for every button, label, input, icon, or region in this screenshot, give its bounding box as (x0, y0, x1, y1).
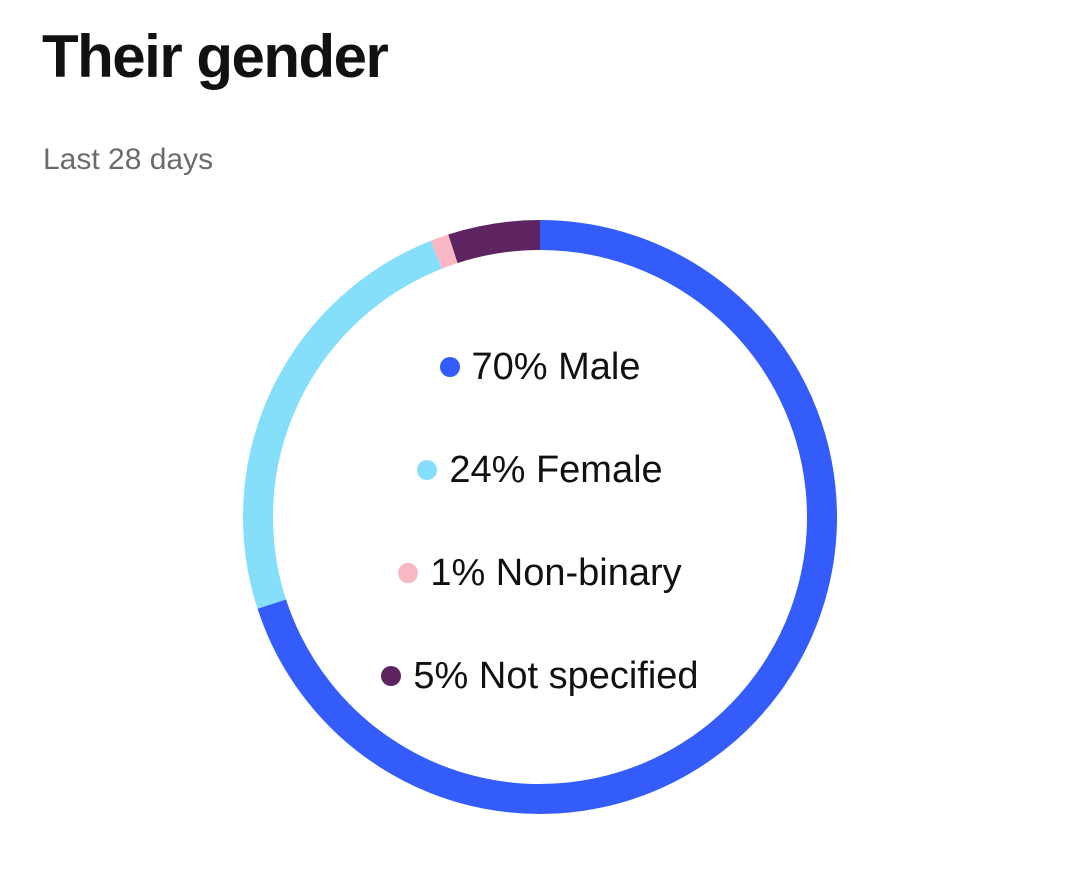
female-color-dot (417, 460, 438, 480)
donut-slices (243, 220, 837, 814)
legend-item-male: 70% Male (439, 325, 641, 409)
legend-item-female: 24% Female (417, 428, 663, 512)
male-color-dot (439, 357, 460, 377)
legend-label-not-specified: 5% Not specified (413, 654, 699, 697)
non-binary-color-dot (398, 563, 419, 583)
donut-slice-not-specified (448, 220, 541, 264)
donut-slice-non-binary (430, 234, 458, 269)
legend-item-not-specified: 5% Not specified (381, 634, 699, 718)
chart-title: Their gender (42, 23, 389, 90)
legend-label-female: 24% Female (449, 448, 663, 491)
legend-label-male: 70% Male (471, 345, 641, 388)
not-specified-color-dot (381, 666, 402, 686)
legend-label-non-binary: 1% Non-binary (430, 551, 682, 594)
donut-slice-female (243, 240, 442, 609)
chart-subtitle: Last 28 days (43, 143, 214, 176)
legend-item-non-binary: 1% Non-binary (398, 531, 682, 615)
legend: 70% Male 24% Female 1% Non-binary 5% Not… (240, 325, 840, 718)
donut-slice-male (257, 220, 837, 814)
